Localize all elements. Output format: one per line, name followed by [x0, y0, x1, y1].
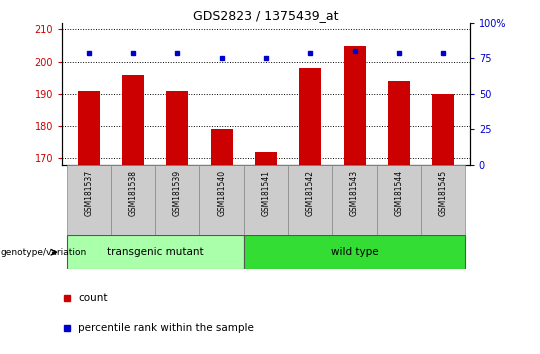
Text: transgenic mutant: transgenic mutant: [107, 247, 204, 257]
Bar: [244, 165, 288, 235]
Text: GSM181543: GSM181543: [350, 170, 359, 216]
Text: GSM181544: GSM181544: [394, 170, 403, 216]
Text: GSM181545: GSM181545: [438, 170, 448, 216]
Text: genotype/variation: genotype/variation: [1, 248, 87, 257]
Bar: [155, 165, 199, 235]
Bar: [432, 94, 454, 165]
Text: GSM181538: GSM181538: [129, 170, 138, 216]
Bar: [288, 165, 333, 235]
Text: percentile rank within the sample: percentile rank within the sample: [78, 323, 254, 333]
Bar: [377, 165, 421, 235]
Bar: [66, 165, 111, 235]
Bar: [199, 165, 244, 235]
Bar: [244, 235, 465, 269]
Bar: [388, 81, 410, 165]
Bar: [211, 129, 233, 165]
Text: GSM181542: GSM181542: [306, 170, 315, 216]
Text: wild type: wild type: [331, 247, 379, 257]
Bar: [111, 165, 155, 235]
Bar: [299, 68, 321, 165]
Bar: [122, 74, 144, 165]
Bar: [166, 91, 188, 165]
Text: GSM181541: GSM181541: [261, 170, 271, 216]
Bar: [343, 46, 366, 165]
Title: GDS2823 / 1375439_at: GDS2823 / 1375439_at: [193, 9, 339, 22]
Text: GSM181540: GSM181540: [217, 170, 226, 216]
Bar: [255, 152, 277, 165]
Bar: [333, 165, 377, 235]
Text: count: count: [78, 293, 107, 303]
Text: GSM181537: GSM181537: [84, 170, 93, 216]
Bar: [78, 91, 100, 165]
Bar: [421, 165, 465, 235]
Bar: [66, 235, 244, 269]
Text: GSM181539: GSM181539: [173, 170, 182, 216]
